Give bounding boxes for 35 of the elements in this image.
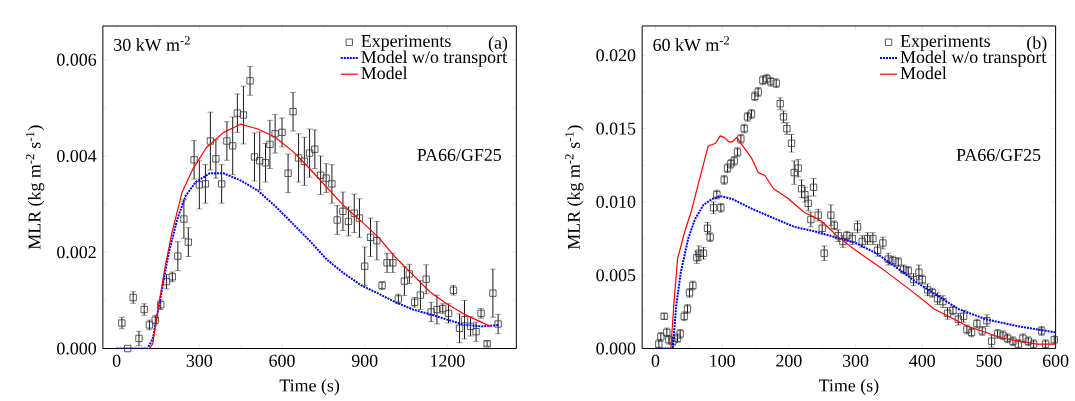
x-tick-label: 300 xyxy=(186,354,213,367)
annotation: (a) xyxy=(488,35,508,53)
x-tick-label: 600 xyxy=(269,354,295,367)
legend-label: Experiments xyxy=(361,34,451,51)
x-tick-label: 300 xyxy=(842,354,869,367)
x-tick-label: 0 xyxy=(651,354,660,367)
x-tick-label: 100 xyxy=(710,354,735,367)
y-tick-label: 0.020 xyxy=(596,48,636,62)
y-axis-title: MLR (kg m$^{-2}$ s$^{-1}$) xyxy=(565,125,584,249)
y-tick-label: 0.006 xyxy=(57,53,97,66)
y-tick-label: 0.000 xyxy=(596,342,636,355)
legend-label: Model xyxy=(900,66,947,79)
annotation: 30 kW m$^{-2}$ xyxy=(114,35,190,51)
annotation: PA66/GF25 xyxy=(417,148,502,161)
y-tick-label: 0.000 xyxy=(57,342,97,355)
legend-label: Experiments xyxy=(900,34,990,51)
x-tick-label: 600 xyxy=(1042,354,1069,367)
line-series xyxy=(670,135,1056,349)
y-tick-label: 0.010 xyxy=(596,195,636,208)
annotation: PA66/GF25 xyxy=(956,148,1041,161)
y-tick-label: 0.002 xyxy=(57,245,96,259)
x-tick-label: 1200 xyxy=(431,354,465,367)
x-axis-title: Time (s) xyxy=(818,378,879,395)
y-tick-label: 0.005 xyxy=(596,268,636,282)
x-tick-label: 500 xyxy=(976,354,1002,367)
x-axis-title: Time (s) xyxy=(279,378,340,395)
annotation: 60 kW m$^{-2}$ xyxy=(653,35,730,51)
y-axis-title: MLR (kg m$^{-2}$ s$^{-1}$) xyxy=(25,125,45,249)
y-tick-label: 0.004 xyxy=(57,149,97,162)
x-tick-label: 900 xyxy=(351,354,378,367)
x-tick-label: 200 xyxy=(776,354,802,367)
legend-label: Model xyxy=(361,66,408,79)
y-tick-label: 0.015 xyxy=(596,122,636,135)
x-tick-label: 400 xyxy=(909,354,935,367)
x-tick-label: 0 xyxy=(112,354,121,367)
